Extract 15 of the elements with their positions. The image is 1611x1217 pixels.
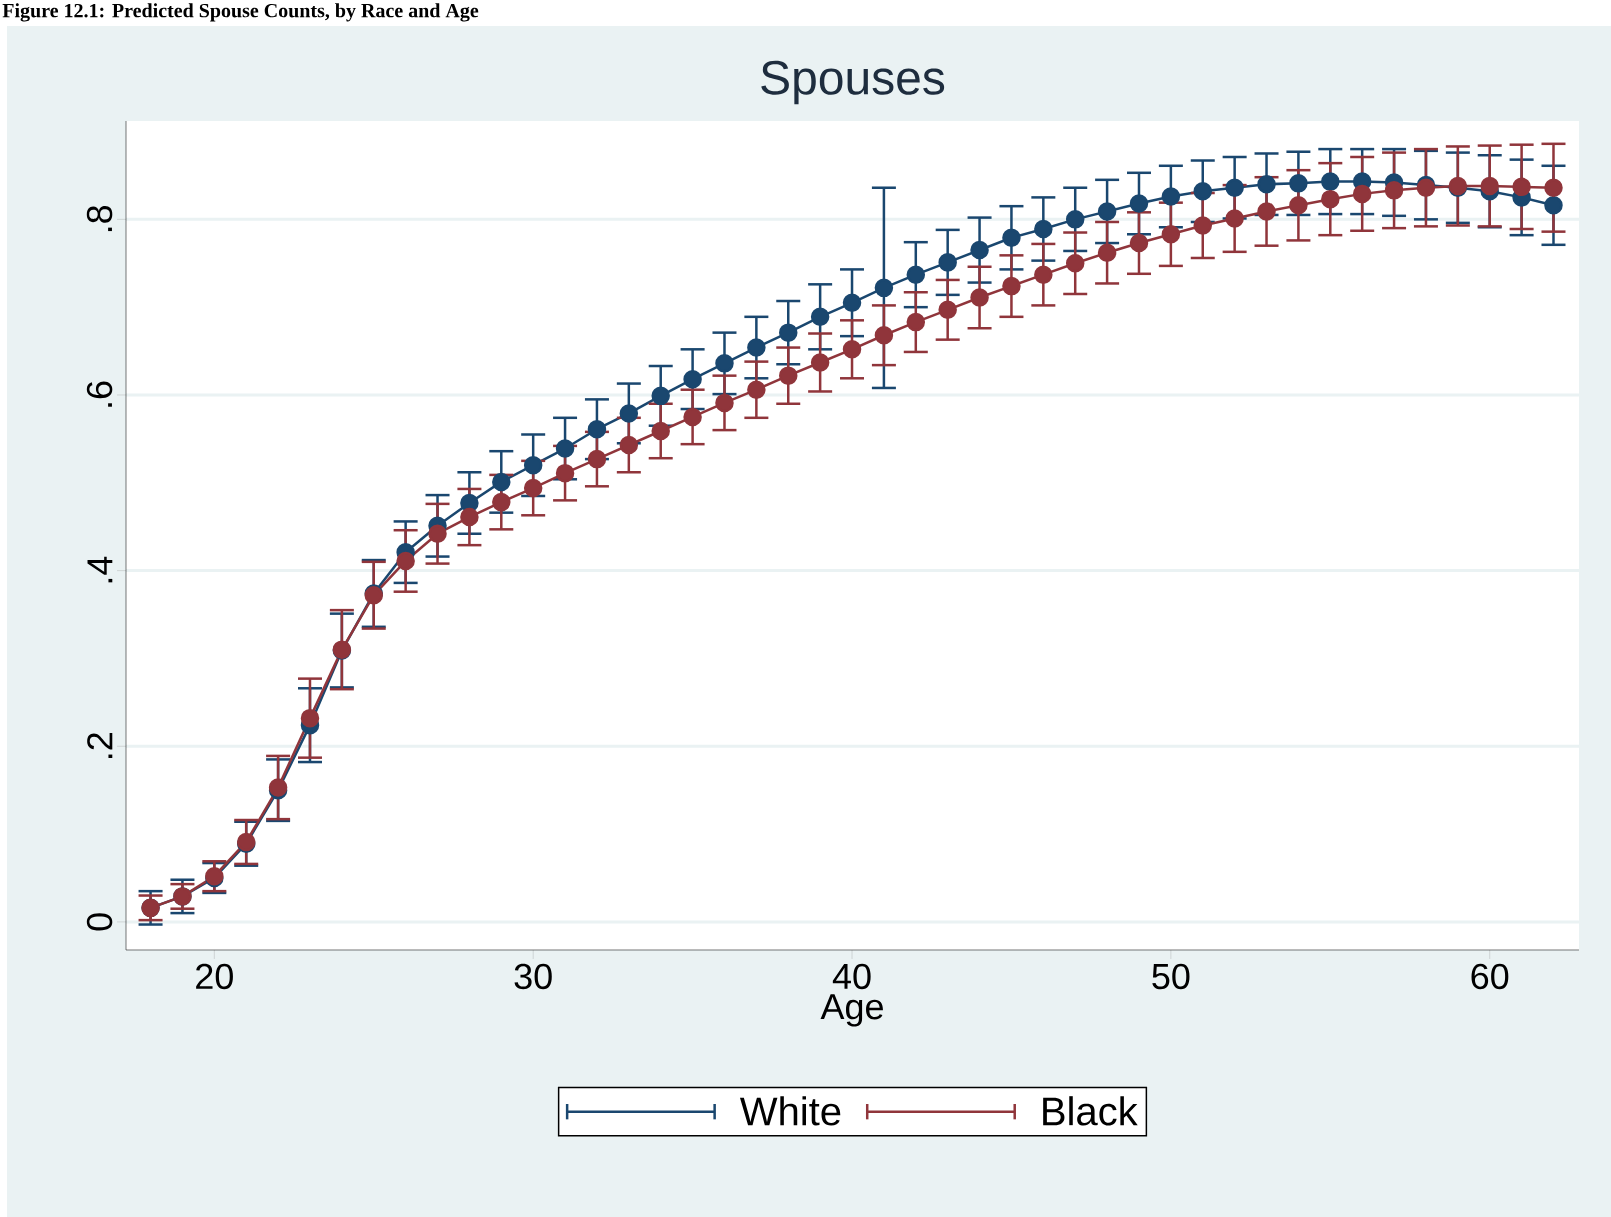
x-tick-label: 60: [1471, 963, 1509, 990]
x-axis-title: Age: [820, 994, 883, 1027]
x-tick-label: 50: [1152, 963, 1190, 990]
y-tick-label: .8: [86, 205, 113, 232]
chart-title: Spouses: [761, 60, 945, 105]
x-tick-label: 40: [832, 963, 871, 990]
x-tick-label: 20: [196, 963, 233, 990]
y-tick-label: 0: [86, 913, 113, 931]
legend-label: White: [739, 1096, 841, 1126]
x-tick-label: 30: [514, 963, 552, 990]
y-tick-label: .4: [87, 556, 113, 583]
y-tick-label: .6: [86, 381, 113, 407]
y-tick-label: .2: [87, 733, 113, 758]
caption: Figure 12.1: Predicted Spouse Counts, by Race and Age: [2, 3, 479, 22]
legend-label: Black: [1043, 1096, 1138, 1126]
